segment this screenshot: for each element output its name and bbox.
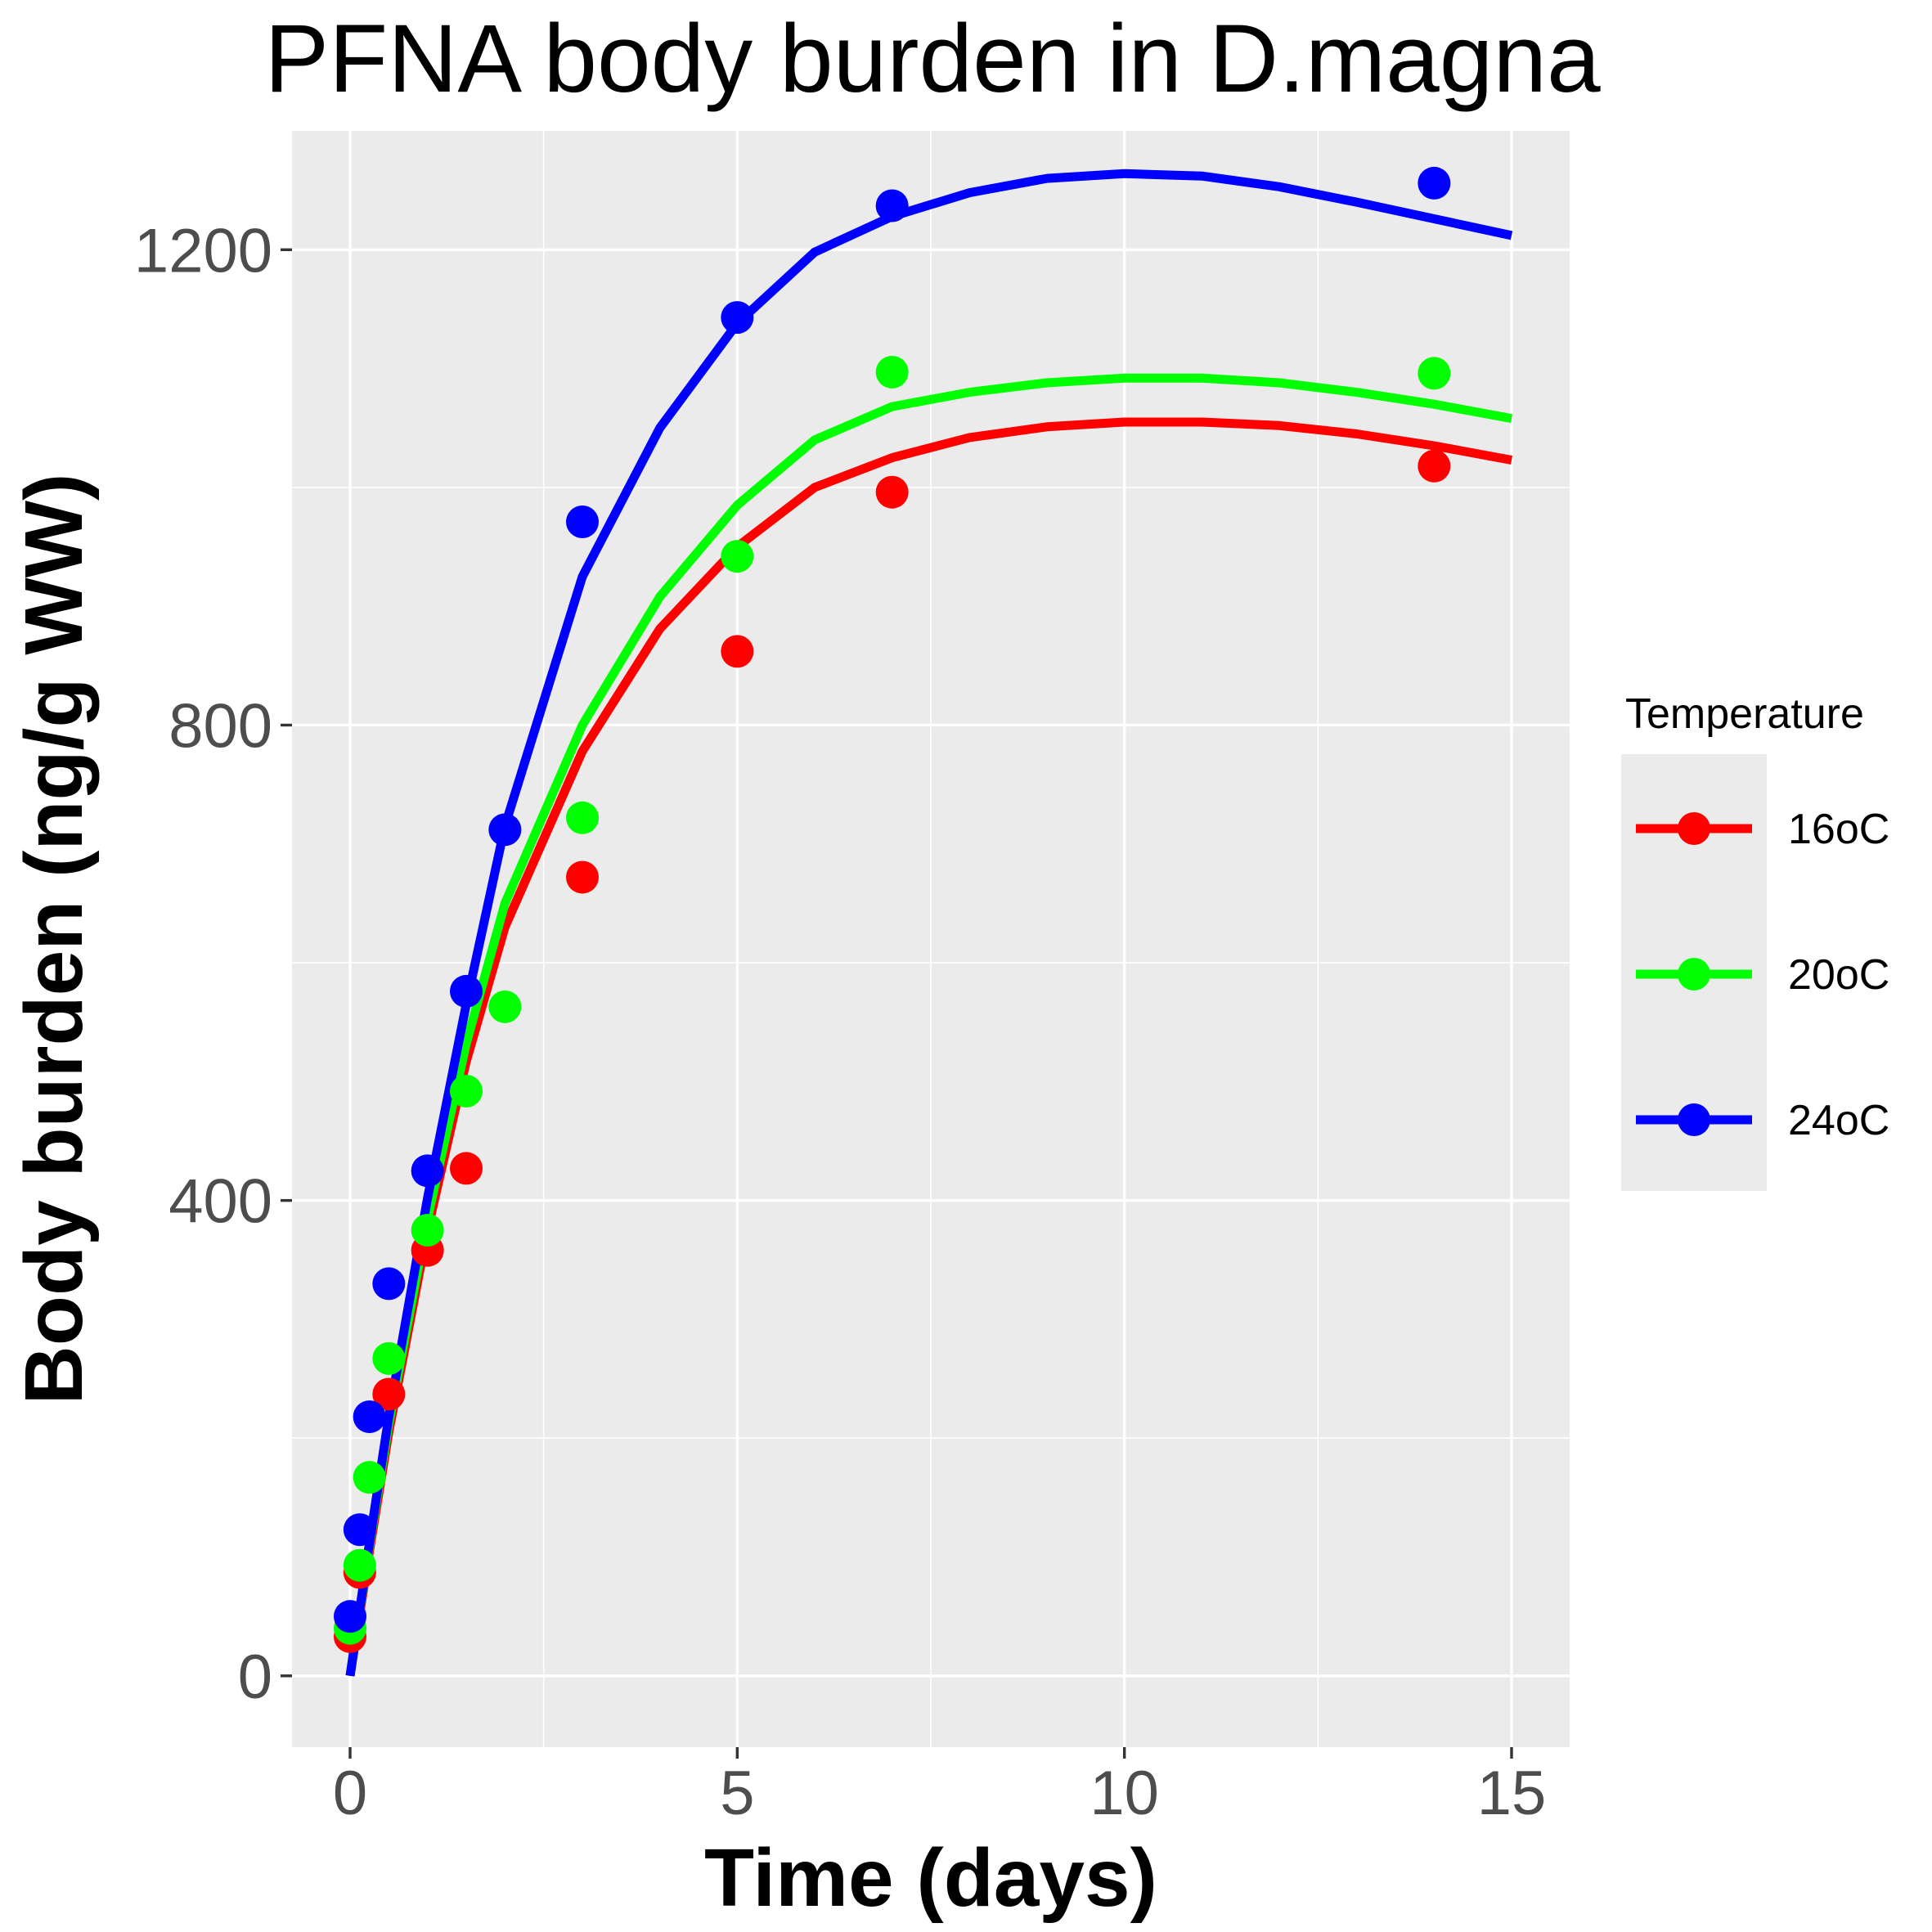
y-tick-label: 1200 [134,216,272,285]
data-point [1418,449,1451,483]
legend-label: 20oC [1788,951,1889,999]
data-point [372,1267,406,1301]
legend-key-point [1678,1103,1710,1136]
fit-line [345,168,1513,1677]
data-point [353,1461,386,1494]
data-point [353,1400,386,1434]
x-tick-labels: 0 5 10 15 [333,1759,1546,1828]
y-tick-label: 400 [168,1167,272,1237]
data-point [721,301,754,335]
data-point [721,635,754,668]
y-tick-label: 800 [168,691,272,761]
data-point [343,1548,376,1582]
data-point [721,540,754,573]
data-point [1418,166,1451,200]
data-point [450,1152,483,1185]
x-tick-label: 0 [333,1759,367,1828]
legend-title: Temperature [1625,690,1864,738]
data-point [875,475,909,509]
y-tick-labels: 0 400 800 1200 [134,216,272,1712]
x-axis-title: Time (days) [704,1832,1157,1924]
data-point [875,189,909,222]
legend-label: 16oC [1788,806,1889,853]
data-point [488,990,522,1023]
data-point [411,1213,444,1247]
grid [292,131,1570,1747]
data-point [450,974,483,1008]
data-point [566,801,599,834]
data-point [488,813,522,847]
legend-key-point [1678,958,1710,991]
x-tick-label: 10 [1090,1759,1159,1828]
data-point [566,860,599,894]
legend-key-point [1678,812,1710,845]
legend-label: 24oC [1788,1097,1889,1144]
data-point [875,355,909,389]
x-tick-label: 15 [1477,1759,1547,1828]
data-point [372,1377,406,1411]
data-point [566,505,599,539]
data-point [372,1341,406,1375]
tick-marks [281,248,1513,1759]
data-point [450,1074,483,1108]
chart-title: PFNA body burden in D.magna [264,5,1601,113]
data-point [1418,357,1451,390]
x-tick-label: 5 [720,1759,754,1828]
data-point [334,1600,366,1633]
data-point [343,1513,376,1547]
y-axis-title: Body burden (ng/g WW) [8,474,100,1405]
legend: Temperature 16oC 20oC 24oC [1621,690,1889,1191]
data-point [411,1154,444,1188]
series-layer [334,166,1513,1677]
y-tick-label: 0 [238,1642,272,1712]
